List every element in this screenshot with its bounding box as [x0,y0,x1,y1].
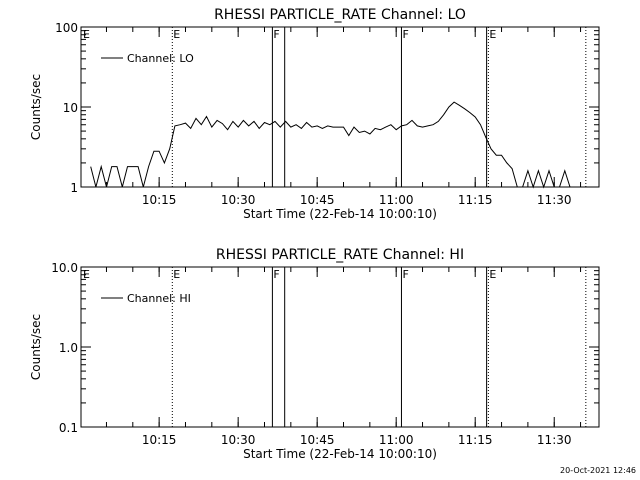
panel-1-x-tick-label: 11:00 [379,193,414,207]
panel-2-x-tick-label: 11:00 [379,433,414,447]
panel-2-x-tick-label: 10:45 [300,433,335,447]
footer-timestamp: 20-Oct-2021 12:46 [560,466,636,475]
panel-1-y-axis-label: Counts/sec [29,74,43,140]
panel-1-y-tick-label: 10 [63,101,78,115]
panel-2-legend-label: Channel: HI [127,292,191,305]
panel-2-title: RHESSI PARTICLE_RATE Channel: HI [216,247,464,263]
panel-1-x-axis-label: Start Time (22-Feb-14 10:00:10) [243,207,437,221]
panel-2-x-tick-label: 11:30 [537,433,572,447]
panel-2-x-tick-label: 11:15 [458,433,493,447]
panel-2-x-tick-label: 10:30 [221,433,256,447]
panel-1-x-tick-label: 10:30 [221,193,256,207]
panel-1-plot-frame [80,26,600,188]
panel-2-y-tick-label: 0.1 [59,421,78,435]
panel-2-x-tick-label: 10:15 [142,433,177,447]
panel-1-x-tick-label: 10:15 [142,193,177,207]
panel-1-annotation-label: E [489,28,496,41]
panel-2-annotation-label: F [402,268,408,281]
panel-2-annotation-label: E [489,268,496,281]
panel-2-x-axis-label: Start Time (22-Feb-14 10:00:10) [243,447,437,461]
panel-1-x-tick-label: 11:30 [537,193,572,207]
panel-2-y-tick-label: 1.0 [59,341,78,355]
panel-2-annotation-label: F [273,268,279,281]
panel-1-annotation-label: F [402,28,408,41]
panel-1-x-tick-label: 10:45 [300,193,335,207]
panel-2-annotation-label: E [83,268,90,281]
panel-2-annotation-label: E [173,268,180,281]
panel-1-series-line [90,101,581,189]
panel-1-y-tick-label: 100 [55,21,78,35]
panel-1-y-tick-label: 1 [70,181,78,195]
panel-2-y-axis-label: Counts/sec [29,314,43,380]
panel-1-annotation-label: E [173,28,180,41]
panel-2-y-tick-label: 10.0 [51,261,78,275]
panel-2-plot-frame [80,266,600,428]
panel-1-annotation-label: E [83,28,90,41]
panel-1-title: RHESSI PARTICLE_RATE Channel: LO [214,7,466,23]
panel-1-x-tick-label: 11:15 [458,193,493,207]
panel-1-annotation-label: F [273,28,279,41]
panel-1-legend-label: Channel: LO [127,52,194,65]
